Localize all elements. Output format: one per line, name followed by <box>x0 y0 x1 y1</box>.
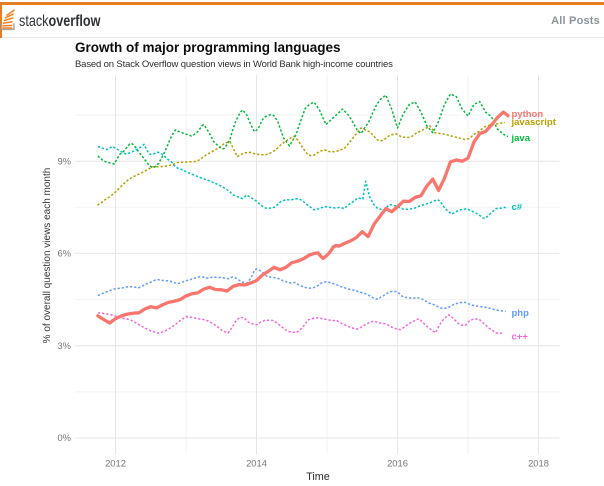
svg-text:javascript: javascript <box>511 117 557 128</box>
svg-text:c#: c# <box>512 202 523 213</box>
svg-text:% of overall question views ea: % of overall question views each month <box>42 168 53 344</box>
svg-text:java: java <box>511 133 531 144</box>
svg-text:python: python <box>512 109 544 120</box>
svg-text:3%: 3% <box>57 340 71 351</box>
svg-text:c++: c++ <box>512 332 529 343</box>
svg-text:php: php <box>512 308 530 319</box>
svg-text:2014: 2014 <box>246 458 267 469</box>
svg-text:2012: 2012 <box>105 458 126 469</box>
svg-text:6%: 6% <box>57 248 71 259</box>
svg-text:2016: 2016 <box>387 458 408 469</box>
svg-text:0%: 0% <box>57 432 71 443</box>
svg-text:Time: Time <box>306 471 330 483</box>
svg-text:2018: 2018 <box>528 458 549 469</box>
svg-text:9%: 9% <box>57 155 71 166</box>
